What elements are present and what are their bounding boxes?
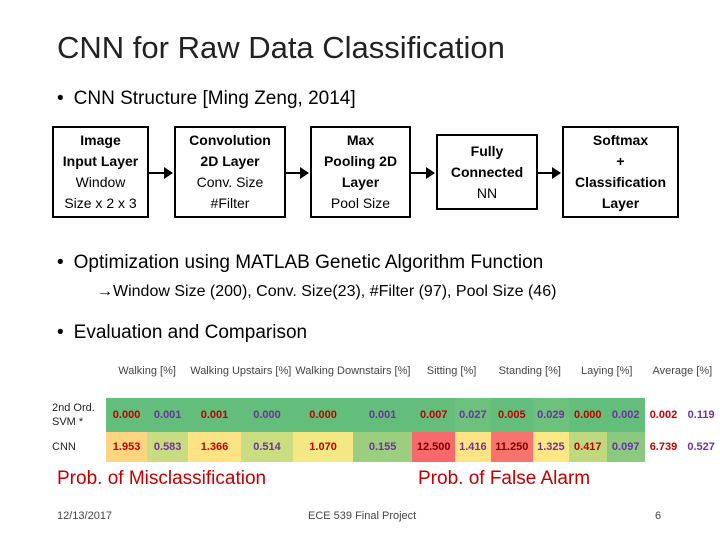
box-input-line2: Input Layer — [62, 153, 139, 169]
cell: 0.417 — [568, 432, 607, 462]
box-fc-layer: Fully Connected NN — [436, 134, 538, 210]
box-conv-line1: Convolution — [189, 132, 271, 148]
box-softmax-line2: + — [616, 153, 625, 169]
cell: 0.029 — [532, 398, 569, 432]
table-row: CNN 1.953 0.583 1.366 0.514 1.070 0.155 … — [50, 432, 720, 462]
box-pool-line3: Layer — [341, 174, 380, 190]
header-sitting: Sitting [%] — [426, 365, 477, 377]
cell: 0.000 — [106, 398, 148, 432]
footer-page-number: 6 — [655, 510, 662, 522]
header-walking-downstairs: Walking Downstairs [%] — [295, 365, 411, 377]
box-input-line1: Image — [80, 132, 121, 148]
label-misclassification: Prob. of Misclassification — [57, 468, 267, 489]
box-pool-line2: Pooling 2D — [323, 153, 398, 169]
box-pool-line4: Pool Size — [330, 195, 391, 211]
cell: 1.325 — [532, 432, 569, 462]
table-header-row: Walking [%] Walking Upstairs [%] Walking… — [50, 344, 720, 398]
bullet-structure: • CNN Structure [Ming Zeng, 2014] — [57, 88, 356, 110]
cell: 0.027 — [455, 398, 491, 432]
cell: 0.000 — [240, 398, 294, 432]
bullet-dot: • — [57, 252, 64, 273]
cell: 0.001 — [352, 398, 413, 432]
footer-date: 12/13/2017 — [57, 510, 113, 522]
cell: 12.500 — [412, 432, 456, 462]
right-arrow-icon: → — [97, 283, 113, 300]
box-input-layer: Image Input Layer Window Size x 2 x 3 — [52, 126, 149, 218]
slide-title: CNN for Raw Data Classification — [57, 30, 505, 65]
cell: 0.527 — [682, 432, 720, 462]
cell: 0.155 — [352, 432, 413, 462]
arrow-3 — [411, 167, 435, 179]
cell: 11.250 — [490, 432, 533, 462]
bullet-optimization-text: Optimization using MATLAB Genetic Algori… — [73, 252, 544, 273]
cell: 0.514 — [240, 432, 294, 462]
header-walking-upstairs: Walking Upstairs [%] — [190, 365, 292, 377]
box-softmax-layer: Softmax + Classification Layer — [562, 126, 679, 218]
box-fc-line3: NN — [476, 184, 498, 201]
cell: 0.097 — [606, 432, 645, 462]
bullet-structure-text: CNN Structure [Ming Zeng, 2014] — [73, 88, 356, 109]
arrow-1 — [149, 167, 173, 179]
header-laying: Laying [%] — [581, 365, 633, 377]
bullet-optimization: • Optimization using MATLAB Genetic Algor… — [57, 252, 543, 274]
row-label-svm: 2nd Ord. SVM * — [52, 402, 95, 428]
row-label-cnn: CNN — [52, 441, 76, 453]
label-false-alarm: Prob. of False Alarm — [418, 468, 591, 489]
optimization-params: →Window Size (200), Conv. Size(23), #Fil… — [97, 283, 556, 301]
box-softmax-line4: Layer — [601, 195, 640, 211]
table-corner — [50, 344, 106, 398]
header-walking: Walking [%] — [118, 365, 176, 377]
bullet-dot: • — [57, 88, 64, 109]
optimization-params-text: Window Size (200), Conv. Size(23), #Filt… — [113, 283, 557, 300]
footer-course: ECE 539 Final Project — [308, 510, 417, 522]
cell: 1.416 — [455, 432, 491, 462]
box-fc-line1: Fully — [470, 142, 504, 159]
box-fc-line2: Connected — [450, 163, 524, 180]
cell: 0.002 — [644, 398, 683, 432]
cell: 0.001 — [147, 398, 189, 432]
cell: 0.119 — [682, 398, 720, 432]
cell: 0.001 — [188, 398, 241, 432]
box-input-line3: Window — [75, 174, 126, 190]
results-table: Walking [%] Walking Upstairs [%] Walking… — [50, 344, 720, 462]
cell: 1.366 — [188, 432, 241, 462]
arrow-4 — [538, 167, 561, 179]
bullet-evaluation-text: Evaluation and Comparison — [73, 322, 308, 343]
cell: 0.000 — [568, 398, 607, 432]
arrow-2 — [286, 167, 309, 179]
cell: 1.070 — [293, 432, 353, 462]
box-conv-line4: #Filter — [210, 195, 250, 211]
cell: 0.000 — [293, 398, 353, 432]
header-average: Average [%] — [652, 365, 713, 377]
box-softmax-line1: Softmax — [592, 132, 649, 148]
box-softmax-line3: Classification — [574, 174, 667, 190]
table-row: 2nd Ord. SVM * 0.000 0.001 0.001 0.000 0… — [50, 398, 720, 432]
box-conv-layer: Convolution 2D Layer Conv. Size #Filter — [174, 126, 286, 218]
header-standing: Standing [%] — [498, 365, 561, 377]
box-pool-layer: Max Pooling 2D Layer Pool Size — [310, 126, 411, 218]
bullet-dot: • — [57, 322, 64, 343]
box-pool-line1: Max — [346, 132, 375, 148]
cell: 1.953 — [106, 432, 148, 462]
box-conv-line3: Conv. Size — [196, 174, 264, 190]
box-conv-line2: 2D Layer — [200, 153, 260, 169]
cell: 0.005 — [490, 398, 533, 432]
bullet-evaluation: • Evaluation and Comparison — [57, 322, 307, 344]
cell: 0.007 — [412, 398, 456, 432]
cell: 0.002 — [606, 398, 645, 432]
box-input-line4: Size x 2 x 3 — [64, 195, 137, 211]
cell: 0.583 — [147, 432, 189, 462]
cell: 6.739 — [644, 432, 683, 462]
